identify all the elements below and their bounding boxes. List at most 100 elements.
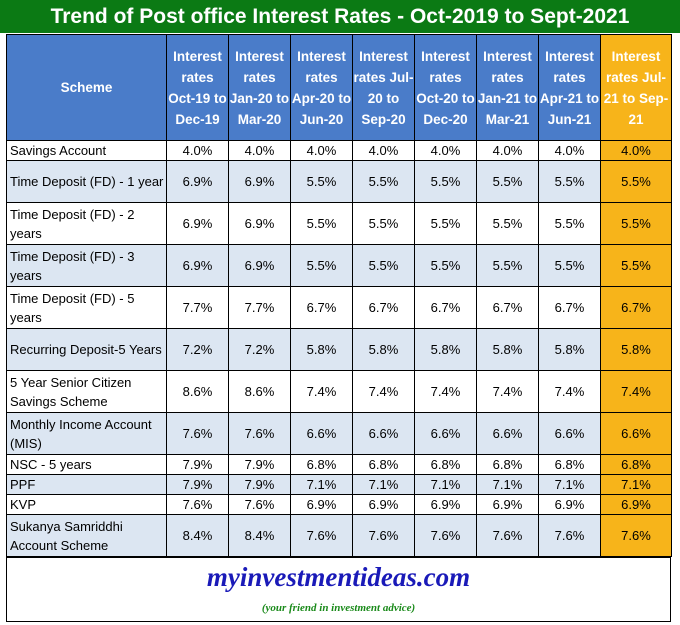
rate-cell: 5.5% <box>600 244 672 287</box>
rate-cell: 6.9% <box>476 494 539 515</box>
rate-cell: 5.5% <box>538 202 601 245</box>
scheme-name-cell: NSC - 5 years <box>6 454 167 475</box>
rate-cell: 5.5% <box>538 160 601 203</box>
site-name: myinvestmentideas.com <box>206 562 471 592</box>
period-column-header: Interest rates Jan-20 to Mar-20 <box>228 34 291 141</box>
rate-cell: 4.0% <box>538 140 601 161</box>
rate-cell: 7.6% <box>166 412 229 455</box>
rate-cell: 7.4% <box>538 370 601 413</box>
rate-cell: 6.8% <box>600 454 672 475</box>
rate-cell: 4.0% <box>414 140 477 161</box>
rate-cell: 7.9% <box>166 454 229 475</box>
footer: myinvestmentideas.com (your friend in in… <box>6 557 671 622</box>
rate-cell: 5.5% <box>290 244 353 287</box>
scheme-name-cell: Recurring Deposit-5 Years <box>6 328 167 371</box>
scheme-name-cell: Time Deposit (FD) - 3 years <box>6 244 167 287</box>
rate-cell: 6.6% <box>538 412 601 455</box>
rate-cell: 7.9% <box>228 454 291 475</box>
rate-cell: 7.6% <box>166 494 229 515</box>
scheme-name-cell: PPF <box>6 474 167 495</box>
rate-cell: 5.5% <box>414 160 477 203</box>
table-row: Monthly Income Account (MIS) 7.6% 7.6% 6.6%… <box>6 412 672 455</box>
rate-cell: 7.6% <box>414 514 477 557</box>
header-row: Scheme Interest rates Oct-19 to Dec-19 In… <box>6 34 672 141</box>
rate-cell: 5.8% <box>414 328 477 371</box>
rate-cell: 5.5% <box>290 202 353 245</box>
rate-cell: 5.5% <box>352 244 415 287</box>
rate-cell: 6.7% <box>290 286 353 329</box>
rate-cell: 7.1% <box>538 474 601 495</box>
rate-cell: 5.5% <box>414 202 477 245</box>
rate-cell: 6.9% <box>228 160 291 203</box>
table-row: PPF 7.9% 7.9% 7.1% 7.1% 7.1% 7.1% 7.1% 7.1% <box>6 474 672 495</box>
rate-cell: 7.6% <box>352 514 415 557</box>
rate-cell: 6.9% <box>290 494 353 515</box>
scheme-name-cell: KVP <box>6 494 167 515</box>
period-column-header: Interest rates Apr-20 to Jun-20 <box>290 34 353 141</box>
table-row: Time Deposit (FD) - 2 years 6.9% 6.9% 5.5% 5… <box>6 202 672 245</box>
rate-cell: 6.7% <box>538 286 601 329</box>
rate-cell: 7.1% <box>476 474 539 495</box>
rate-cell: 7.4% <box>290 370 353 413</box>
table-row: 5 Year Senior Citizen Savings Scheme 8.6%… <box>6 370 672 413</box>
rate-cell: 6.9% <box>538 494 601 515</box>
chart-title: Trend of Post office Interest Rates - Oc… <box>0 0 680 33</box>
rate-cell: 6.6% <box>414 412 477 455</box>
rate-cell: 7.6% <box>600 514 672 557</box>
interest-rate-table: Scheme Interest rates Oct-19 to Dec-19 In… <box>6 34 672 557</box>
scheme-column-header: Scheme <box>6 34 167 141</box>
rate-cell: 5.8% <box>352 328 415 371</box>
rate-cell: 8.6% <box>228 370 291 413</box>
rate-cell: 7.6% <box>228 412 291 455</box>
scheme-name-cell: Time Deposit (FD) - 5 years <box>6 286 167 329</box>
scheme-name-cell: 5 Year Senior Citizen Savings Scheme <box>6 370 167 413</box>
table-row: Recurring Deposit-5 Years 7.2% 7.2% 5.8% 5.8… <box>6 328 672 371</box>
period-column-header: Interest rates Oct-19 to Dec-19 <box>166 34 229 141</box>
rate-cell: 7.6% <box>476 514 539 557</box>
rate-cell: 5.8% <box>538 328 601 371</box>
table-body: Savings Account 4.0% 4.0% 4.0% 4.0% 4.0% 4.0% 4… <box>6 140 672 557</box>
rate-cell: 6.7% <box>414 286 477 329</box>
rate-cell: 6.9% <box>166 244 229 287</box>
rate-cell: 8.6% <box>166 370 229 413</box>
rate-cell: 7.1% <box>600 474 672 495</box>
rate-cell: 6.9% <box>414 494 477 515</box>
rate-cell: 6.6% <box>476 412 539 455</box>
rate-cell: 6.7% <box>600 286 672 329</box>
rate-cell: 6.8% <box>290 454 353 475</box>
rate-cell: 5.5% <box>476 202 539 245</box>
rate-cell: 7.1% <box>290 474 353 495</box>
rate-cell: 5.5% <box>476 160 539 203</box>
rate-cell: 7.4% <box>414 370 477 413</box>
period-column-header: Interest rates Jan-21 to Mar-21 <box>476 34 539 141</box>
rate-cell: 6.6% <box>600 412 672 455</box>
site-tagline: (your friend in investment advice) <box>261 602 416 614</box>
rate-cell: 5.8% <box>476 328 539 371</box>
table-row: NSC - 5 years 7.9% 7.9% 6.8% 6.8% 6.8% 6.8% 6.8… <box>6 454 672 475</box>
rate-cell: 8.4% <box>166 514 229 557</box>
rate-cell: 6.8% <box>414 454 477 475</box>
rate-cell: 5.5% <box>414 244 477 287</box>
rate-cell: 7.1% <box>352 474 415 495</box>
rate-cell: 4.0% <box>166 140 229 161</box>
rate-cell: 7.4% <box>600 370 672 413</box>
rate-cell: 7.6% <box>538 514 601 557</box>
table-row: Time Deposit (FD) - 1 year 6.9% 6.9% 5.5% 5.… <box>6 160 672 203</box>
rate-cell: 7.2% <box>166 328 229 371</box>
table-row: KVP 7.6% 7.6% 6.9% 6.9% 6.9% 6.9% 6.9% 6.9% <box>6 494 672 515</box>
rate-cell: 5.5% <box>352 160 415 203</box>
rate-cell: 4.0% <box>600 140 672 161</box>
scheme-name-cell: Savings Account <box>6 140 167 161</box>
rate-cell: 6.7% <box>352 286 415 329</box>
rate-cell: 6.9% <box>352 494 415 515</box>
rate-cell: 6.9% <box>166 202 229 245</box>
period-column-header: Interest rates Apr-21 to Jun-21 <box>538 34 601 141</box>
rate-cell: 5.8% <box>290 328 353 371</box>
rate-cell: 7.6% <box>228 494 291 515</box>
rate-cell: 7.1% <box>414 474 477 495</box>
rate-cell: 7.4% <box>352 370 415 413</box>
rate-cell: 7.7% <box>166 286 229 329</box>
period-column-header: Interest rates Oct-20 to Dec-20 <box>414 34 477 141</box>
period-column-header: Interest rates Jul-21 to Sep-21 <box>600 34 672 141</box>
